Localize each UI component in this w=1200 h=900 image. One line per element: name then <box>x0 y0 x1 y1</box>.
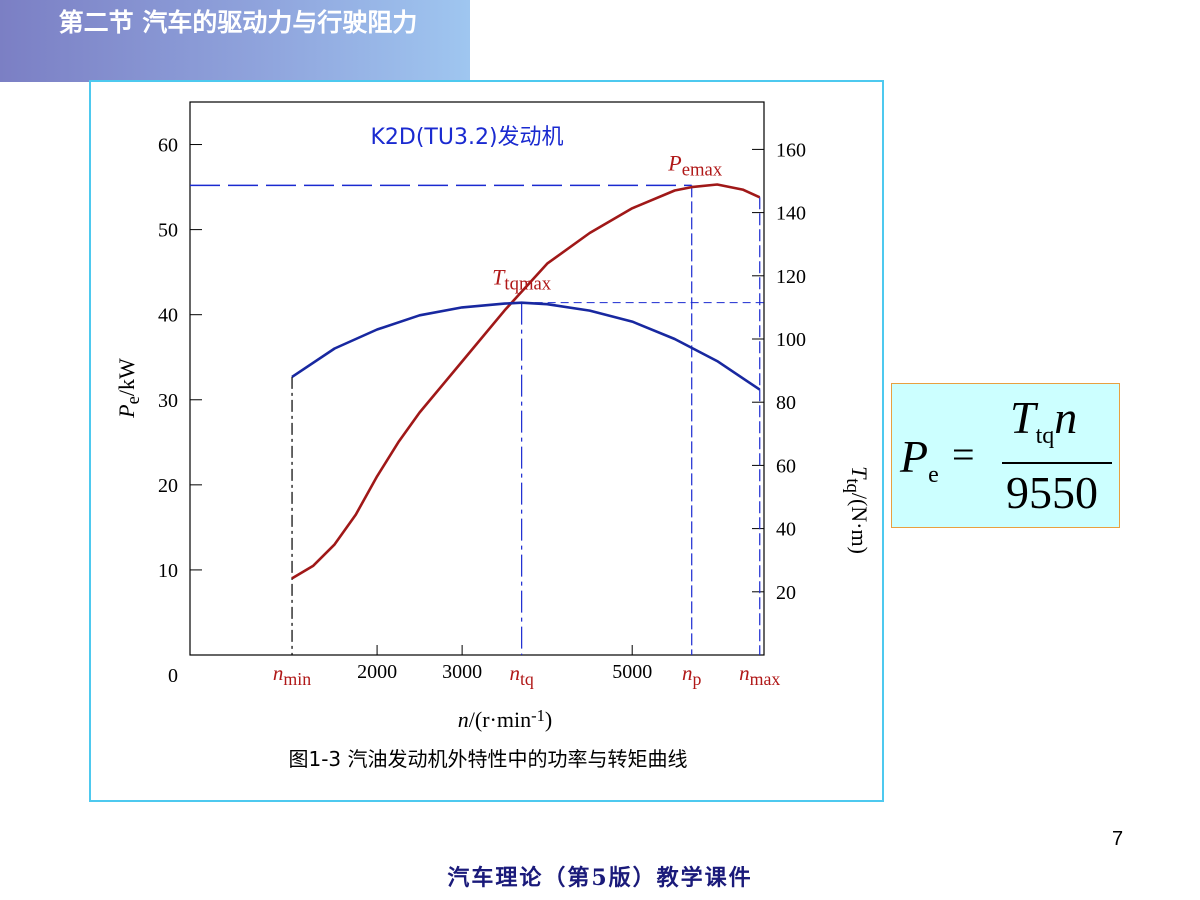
x-mark-label: ntq <box>509 661 533 689</box>
formula-denominator: 9550 <box>1006 467 1098 518</box>
slide-title: 第二节 汽车的驱动力与行驶阻力 <box>58 8 418 37</box>
y-left-tick-label: 60 <box>158 135 178 157</box>
y-left-tick-label: 10 <box>158 560 178 582</box>
x-tick-label: 5000 <box>612 661 652 683</box>
formula-lhs: Pe <box>900 431 939 489</box>
x-tick-label: 3000 <box>442 661 482 683</box>
title-bar: 第二节 汽车的驱动力与行驶阻力 <box>0 0 470 82</box>
y-right-tick-label: 140 <box>776 203 806 225</box>
footer-text: 汽车理论（第5版）教学课件 <box>447 865 753 891</box>
y-left-tick-label: 30 <box>158 390 178 412</box>
y-right-tick-label: 160 <box>776 139 806 161</box>
y-right-tick-label: 80 <box>776 392 796 414</box>
fraction-bar <box>1002 462 1112 464</box>
figure-caption: 图1-3 汽油发动机外特性中的功率与转矩曲线 <box>288 747 687 771</box>
y-right-tick-label: 60 <box>776 455 796 477</box>
x-mark-label: np <box>682 661 702 689</box>
y-right-tick-label: 40 <box>776 519 796 541</box>
y-right-axis-label: Ttq/(N·m) <box>842 466 872 554</box>
chart-title: K2D(TU3.2)发动机 <box>370 125 563 150</box>
figure-frame <box>89 80 884 802</box>
x-mark-label: nmin <box>273 661 311 689</box>
y-left-tick-label: 20 <box>158 475 178 497</box>
ttqmax-annotation: Ttqmax <box>492 265 552 295</box>
x-axis-label: n/(r·min-1) <box>458 706 552 732</box>
x-mark-label: nmax <box>739 661 780 689</box>
plot-border <box>189 101 765 656</box>
formula-numerator: Ttqn <box>1010 392 1078 450</box>
y-left-axis-label: Pe/kW <box>114 358 144 419</box>
x-tick-label: 2000 <box>357 661 397 683</box>
torque-curve <box>291 301 761 391</box>
y-right-tick-label: 20 <box>776 582 796 604</box>
formula-equals: = <box>952 432 975 477</box>
y-left-tick-label: 40 <box>158 305 178 327</box>
y-right-tick-label: 100 <box>776 329 806 351</box>
pemax-annotation: Pemax <box>667 151 723 181</box>
y-right-tick-label: 120 <box>776 266 806 288</box>
power-curve <box>291 183 761 580</box>
power-formula-box: Pe = Ttqn 9550 <box>891 383 1120 528</box>
y-left-tick-label: 50 <box>158 220 178 242</box>
page-number: 7 <box>1112 828 1124 850</box>
x-tick-label: 0 <box>168 665 178 687</box>
